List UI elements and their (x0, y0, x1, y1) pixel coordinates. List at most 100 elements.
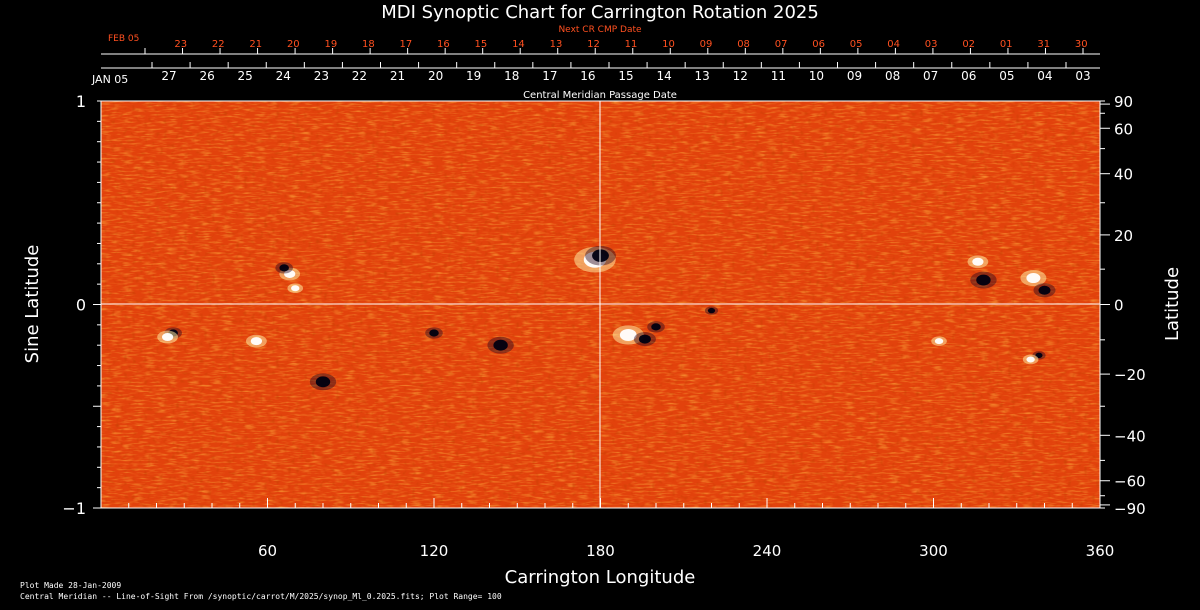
top-red-day-label: 19 (324, 39, 337, 50)
top-red-day-label: 07 (775, 39, 788, 50)
y-right-tick-label: 20 (1114, 227, 1133, 245)
y-axis-label-right: Latitude (1162, 267, 1183, 341)
top-white-day-label: 14 (656, 69, 671, 83)
central-meridian-label: Central Meridian Passage Date (523, 90, 677, 101)
top-white-day-label: 16 (580, 69, 595, 83)
positive-region (162, 333, 174, 342)
y-right-tick-label: 90 (1114, 93, 1133, 111)
top-red-day-label: 01 (1000, 39, 1013, 50)
top-white-day-label: 09 (847, 69, 862, 83)
negative-region (707, 307, 716, 314)
positive-region (619, 329, 637, 342)
top-white-day-label: 22 (352, 69, 367, 83)
footer-plot-date: Plot Made 28-Jan-2009 (20, 581, 121, 590)
positive-region (1026, 356, 1035, 363)
footer-source: Central Meridian -- Line-of-Sight From /… (20, 592, 502, 601)
positive-region (284, 269, 296, 278)
top-white-day-label: 25 (238, 69, 253, 83)
x-tick-label: 120 (420, 542, 449, 560)
top-white-day-label: 27 (161, 69, 176, 83)
x-tick-label: 360 (1086, 542, 1115, 560)
top-white-day-label: 19 (466, 69, 481, 83)
next-cr-label: Next CR CMP Date (558, 25, 642, 35)
top-red-day-label: 17 (400, 39, 413, 50)
y-left-tick-label: −1 (62, 499, 86, 518)
x-tick-label: 60 (258, 542, 277, 560)
top-red-day-label: 16 (437, 39, 450, 50)
x-tick-label: 240 (753, 542, 782, 560)
positive-region (972, 257, 984, 266)
top-red-day-label: 21 (249, 39, 262, 50)
y-right-tick-label: 40 (1114, 166, 1133, 184)
negative-region (976, 274, 991, 286)
top-white-day-label: 20 (428, 69, 443, 83)
top-white-day-label: 10 (809, 69, 824, 83)
top-red-day-label: 23 (174, 39, 187, 50)
positive-region (1026, 273, 1041, 284)
top-red-day-label: 02 (962, 39, 975, 50)
y-right-tick-label: −40 (1114, 427, 1146, 445)
chart-title: MDI Synoptic Chart for Carrington Rotati… (381, 2, 819, 23)
y-axis-left: −1 0 1 (62, 92, 101, 518)
top-red-day-label: 06 (812, 39, 825, 50)
plot-area (100, 100, 1101, 509)
top-red-day-label: 15 (475, 39, 488, 50)
top-red-day-label: 20 (287, 39, 300, 50)
negative-region (638, 334, 651, 344)
positive-region (934, 338, 944, 345)
top-white-start-label: JAN 05 (91, 73, 128, 86)
top-white-day-label: 23 (314, 69, 329, 83)
top-red-day-label: 04 (887, 39, 900, 50)
top-red-start-label: FEB 05 (108, 34, 139, 44)
top-white-day-label: 24 (276, 69, 291, 83)
y-axis-label-left: Sine Latitude (22, 245, 43, 364)
negative-region (1038, 285, 1051, 295)
top-red-day-label: 12 (587, 39, 600, 50)
top-white-day-label: 04 (1037, 69, 1052, 83)
y-right-tick-label: 0 (1114, 297, 1124, 315)
top-red-day-label: 13 (550, 39, 563, 50)
top-red-day-label: 05 (850, 39, 863, 50)
top-axis-cmp: JAN 05 27 26 25 24 23 22 21 20 19 18 17 16 15 14 13 12 11… (91, 62, 1100, 86)
top-white-day-label: 13 (695, 69, 710, 83)
top-white-day-label: 17 (542, 69, 557, 83)
top-white-day-label: 06 (961, 69, 976, 83)
top-white-day-label: 26 (199, 69, 214, 83)
positive-region (250, 337, 262, 346)
y-axis-right: −90 −60 −40 −20 0 20 40 60 90 (1100, 93, 1146, 518)
top-white-day-label: 21 (390, 69, 405, 83)
top-white-day-label: 15 (618, 69, 633, 83)
negative-region (279, 264, 289, 272)
top-red-day-label: 31 (1037, 39, 1050, 50)
negative-region (493, 339, 508, 351)
top-white-day-label: 11 (771, 69, 786, 83)
negative-region (315, 376, 331, 388)
x-axis-label: Carrington Longitude (505, 567, 696, 588)
top-red-day-label: 10 (662, 39, 675, 50)
y-right-tick-label: −60 (1114, 473, 1146, 491)
x-tick-label: 300 (919, 542, 948, 560)
y-left-tick-label: 1 (76, 92, 86, 111)
x-tick-label: 180 (586, 542, 615, 560)
y-left-tick-label: 0 (76, 296, 86, 315)
top-red-day-label: 22 (212, 39, 225, 50)
x-axis: 60 120 180 240 300 360 (128, 498, 1115, 560)
top-red-day-label: 08 (737, 39, 750, 50)
y-right-tick-label: −90 (1114, 500, 1146, 518)
top-white-day-label: 18 (504, 69, 519, 83)
y-right-tick-label: −20 (1114, 366, 1146, 384)
top-red-day-label: 11 (625, 39, 638, 50)
negative-region (651, 323, 661, 331)
top-white-day-label: 08 (885, 69, 900, 83)
negative-region (1035, 352, 1043, 359)
top-red-day-label: 09 (700, 39, 713, 50)
top-white-day-label: 05 (999, 69, 1014, 83)
top-white-day-label: 03 (1075, 69, 1090, 83)
positive-region (291, 285, 300, 292)
negative-region (429, 329, 439, 337)
top-white-day-label: 07 (923, 69, 938, 83)
top-red-day-label: 03 (925, 39, 938, 50)
top-axis-next-cr: FEB 05 23 22 21 20 19 18 17 16 15 14 13 12 11 10 09 08 07… (101, 34, 1100, 55)
top-red-day-label: 14 (512, 39, 525, 50)
